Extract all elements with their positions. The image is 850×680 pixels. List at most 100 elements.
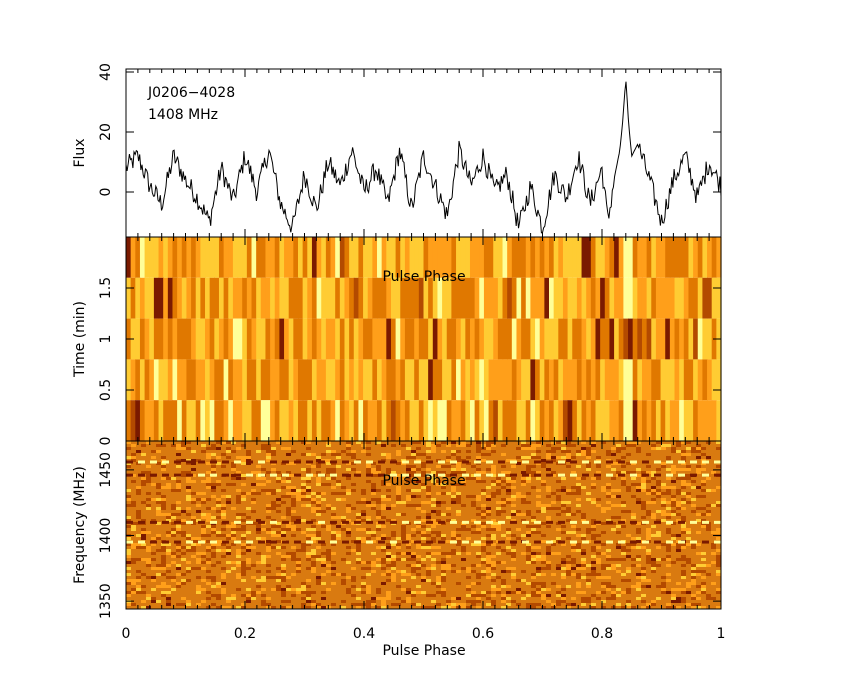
frequency-phase-cell: [291, 492, 296, 495]
time-phase-cell: [335, 277, 341, 319]
time-phase-cell: [502, 237, 508, 278]
interference-channel-segment: [474, 473, 481, 477]
frequency-phase-cell: [286, 480, 291, 483]
frequency-phase-cell: [676, 606, 681, 609]
time-phase-cell: [442, 237, 448, 278]
frequency-phase-cell: [416, 585, 421, 588]
time-phase-cell: [562, 277, 569, 319]
frequency-phase-cell: [181, 441, 186, 444]
time-phase-cell: [344, 318, 350, 360]
frequency-phase-cell: [481, 471, 486, 474]
frequency-phase-cell: [506, 474, 511, 477]
frequency-phase-cell: [181, 510, 186, 513]
frequency-phase-cell: [696, 564, 701, 567]
frequency-phase-cell: [191, 519, 196, 522]
time-phase-cell: [311, 277, 318, 319]
frequency-phase-cell: [301, 441, 306, 444]
frequency-phase-cell: [406, 573, 411, 576]
frequency-phase-cell: [611, 594, 616, 597]
time-phase-cell: [274, 400, 280, 441]
frequency-phase-cell: [696, 597, 701, 600]
frequency-phase-cell: [526, 477, 531, 480]
frequency-phase-cell: [221, 495, 226, 498]
interference-channel-segment: [210, 540, 217, 544]
frequency-phase-cell: [131, 480, 136, 483]
frequency-phase-cell: [491, 588, 496, 591]
frequency-phase-cell: [571, 597, 576, 600]
interference-channel-segment: [138, 520, 145, 524]
frequency-phase-cell: [131, 522, 136, 525]
frequency-phase-cell: [361, 450, 366, 453]
frequency-phase-cell: [276, 588, 281, 591]
frequency-phase-cell: [536, 501, 541, 504]
frequency-phase-cell: [666, 579, 671, 582]
frequency-phase-cell: [306, 597, 311, 600]
frequency-phase-cell: [671, 498, 676, 501]
time-phase-cell: [572, 359, 578, 401]
frequency-phase-cell: [621, 483, 626, 486]
time-phase-cell: [344, 277, 350, 319]
interference-channel-segment: [474, 460, 481, 464]
frequency-phase-cell: [491, 555, 496, 558]
frequency-phase-cell: [276, 534, 281, 537]
frequency-phase-cell: [221, 507, 226, 510]
frequency-phase-cell: [511, 465, 516, 468]
frequency-phase-cell: [351, 483, 356, 486]
time-phase-cell: [558, 318, 564, 360]
frequency-phase-cell: [331, 582, 336, 585]
time-phase-cell: [535, 359, 541, 401]
frequency-phase-cell: [511, 480, 516, 483]
frequency-phase-cell: [161, 558, 166, 561]
frequency-phase-cell: [591, 573, 596, 576]
frequency-phase-cell: [701, 588, 706, 591]
frequency-phase-cell: [651, 489, 656, 492]
time-phase-cell: [265, 400, 271, 441]
frequency-phase-cell: [481, 537, 486, 540]
frequency-phase-cell: [126, 537, 131, 540]
frequency-phase-cell: [361, 501, 366, 504]
time-phase-cell: [325, 237, 332, 278]
frequency-phase-cell: [536, 594, 541, 597]
frequency-phase-cell: [181, 546, 186, 549]
frequency-phase-cell: [616, 516, 621, 519]
frequency-phase-cell: [541, 504, 546, 507]
frequency-phase-cell: [621, 573, 626, 576]
time-phase-cell: [586, 318, 592, 360]
frequency-phase-cell: [391, 531, 396, 534]
frequency-phase-cell: [296, 492, 301, 495]
frequency-phase-cell: [326, 528, 331, 531]
frequency-phase-cell: [206, 477, 211, 480]
frequency-phase-cell: [441, 471, 446, 474]
frequency-phase-cell: [481, 525, 486, 528]
time-phase-cell: [163, 318, 169, 360]
interference-channel-segment: [642, 540, 649, 544]
frequency-phase-cell: [511, 513, 516, 516]
frequency-phase-cell: [226, 537, 231, 540]
frequency-phase-cell: [641, 600, 646, 603]
frequency-phase-cell: [301, 591, 306, 594]
profile-y-tick-label: 40: [98, 63, 114, 81]
frequency-phase-cell: [376, 489, 381, 492]
frequency-phase-cell: [316, 504, 321, 507]
time-phase-cell: [530, 318, 536, 360]
frequency-phase-cell: [326, 444, 331, 447]
time-phase-cell: [641, 237, 648, 278]
frequency-phase-cell: [511, 477, 516, 480]
frequency-phase-cell: [681, 528, 686, 531]
time-phase-cell: [423, 277, 429, 319]
frequency-phase-cell: [611, 597, 616, 600]
frequency-phase-cell: [206, 519, 211, 522]
frequency-phase-cell: [391, 567, 396, 570]
frequency-phase-cell: [286, 588, 291, 591]
frequency-phase-cell: [716, 528, 721, 531]
frequency-phase-cell: [621, 579, 626, 582]
time-phase-cell: [172, 400, 178, 441]
frequency-phase-cell: [446, 555, 451, 558]
frequency-phase-cell: [506, 489, 511, 492]
frequency-phase-cell: [326, 462, 331, 465]
frequency-phase-cell: [546, 549, 551, 552]
frequency-phase-cell: [716, 441, 721, 444]
interference-channel-segment: [486, 520, 493, 524]
interference-channel-segment: [402, 460, 409, 464]
